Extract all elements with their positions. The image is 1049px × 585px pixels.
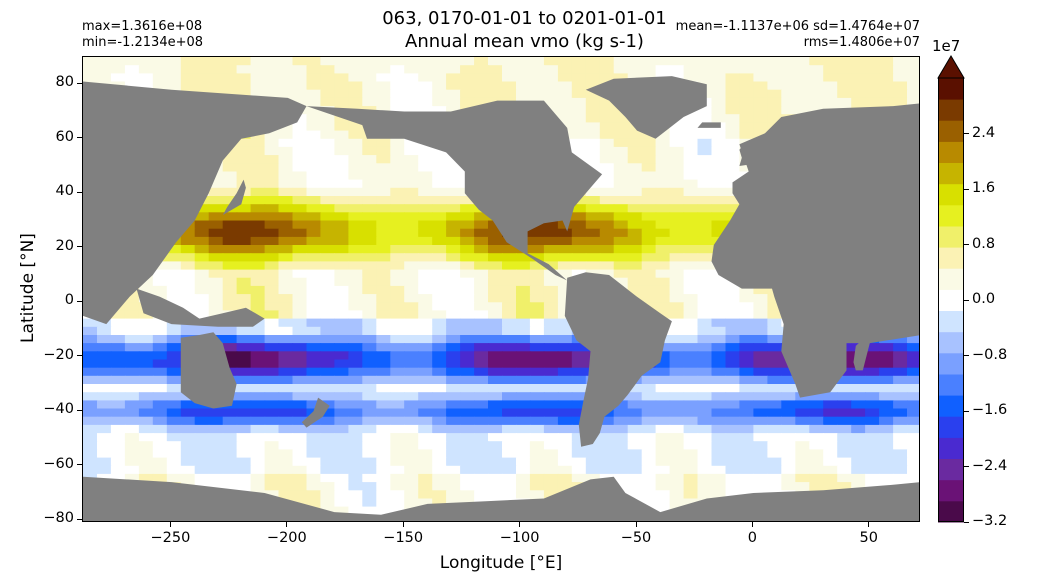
map-plot-area <box>82 56 920 522</box>
colorbar-tick-mark <box>964 133 969 134</box>
x-tick-label: −250 <box>150 530 191 546</box>
colorbar-swatch <box>938 120 964 142</box>
y-tick-mark <box>77 355 82 357</box>
land-africa-eurasia <box>711 103 919 398</box>
y-tick-mark <box>77 518 82 520</box>
colorbar <box>937 55 965 523</box>
land-mask <box>83 76 919 521</box>
y-tick-label: 40 <box>55 183 74 200</box>
colorbar-swatch <box>938 78 964 100</box>
y-tick-mark <box>77 82 82 84</box>
colorbar-swatch <box>938 374 964 396</box>
colorbar-swatch <box>938 437 964 459</box>
y-tick-label: −20 <box>43 346 74 363</box>
y-tick-mark <box>77 191 82 193</box>
colorbar-swatch <box>938 226 964 248</box>
colorbar-tick-label: −3.2 <box>972 513 1008 529</box>
stat-max: max=1.3616e+08 <box>82 19 203 34</box>
x-tick-label: 50 <box>859 530 878 546</box>
stat-rms: rms=1.4806e+07 <box>803 35 920 50</box>
x-tick-label: −150 <box>383 530 424 546</box>
y-axis-label: Latitude [°N] <box>18 233 38 343</box>
colorbar-tick-mark <box>964 188 969 190</box>
land-australia <box>180 332 237 409</box>
x-tick-mark <box>868 522 870 527</box>
colorbar-swatch <box>938 416 964 438</box>
colorbar-swatch <box>938 352 964 375</box>
colorbar-swatch <box>938 458 964 481</box>
x-tick-label: −100 <box>499 530 540 546</box>
land-uk <box>739 144 759 166</box>
land-iceland <box>697 122 721 128</box>
x-tick-label: −200 <box>266 530 307 546</box>
colorbar-tick-mark <box>964 299 969 301</box>
y-tick-mark <box>77 137 82 139</box>
x-tick-label: −50 <box>620 530 652 546</box>
land-north-america <box>306 100 603 281</box>
colorbar-tick-label: 0.8 <box>972 235 996 252</box>
colorbar-extend-arrow <box>937 55 965 79</box>
colorbar-swatch <box>938 141 964 163</box>
y-tick-label: 60 <box>55 128 74 145</box>
stat-mean-sd: mean=-1.1137e+06 sd=1.4764e+07 <box>675 19 920 34</box>
y-tick-label: 0 <box>64 292 74 309</box>
y-tick-mark <box>77 464 82 466</box>
colorbar-tick-label: −1.6 <box>972 402 1008 418</box>
colorbar-tick-label: −0.8 <box>972 346 1008 363</box>
colorbar-swatch <box>938 162 964 185</box>
colorbar-frame <box>938 77 964 522</box>
y-tick-mark <box>77 300 82 302</box>
colorbar-swatch <box>938 479 964 502</box>
x-axis-label: Longitude [°E] <box>439 553 563 573</box>
land-asia <box>83 81 307 325</box>
x-tick-mark <box>519 522 521 527</box>
colorbar-tick-label: 2.4 <box>972 124 996 141</box>
colorbar-exponent: 1e7 <box>932 37 961 55</box>
colorbar-tick-label: 0.0 <box>972 291 996 307</box>
colorbar-tick-mark <box>964 410 969 412</box>
stat-min: min=-1.2134e+08 <box>82 35 204 50</box>
colorbar-tick-mark <box>964 244 969 245</box>
colorbar-swatch <box>938 183 964 206</box>
colorbar-tick-mark <box>964 521 969 523</box>
x-tick-mark <box>169 522 171 527</box>
colorbar-tick-label: −2.4 <box>972 457 1008 474</box>
colorbar-swatch <box>938 310 964 333</box>
land-indonesia <box>136 288 265 327</box>
colorbar-tick-label: 1.6 <box>972 180 996 196</box>
colorbar-swatch <box>938 500 964 523</box>
y-tick-label: −80 <box>43 510 74 527</box>
colorbar-swatch <box>938 289 964 311</box>
colorbar-tick-mark <box>964 466 969 467</box>
x-tick-mark <box>286 522 288 527</box>
colorbar-tick-mark <box>964 355 969 356</box>
colorbar-swatch <box>938 204 964 227</box>
y-tick-mark <box>77 409 82 411</box>
y-tick-label: 20 <box>55 237 74 254</box>
y-tick-label: −40 <box>43 401 74 418</box>
land-japan <box>222 179 246 216</box>
land-new-zealand <box>301 397 330 428</box>
land-antarctica <box>83 476 919 521</box>
y-tick-label: 80 <box>55 74 74 91</box>
colorbar-swatch <box>938 99 964 121</box>
land-madagascar <box>853 335 870 371</box>
x-tick-mark <box>635 522 637 527</box>
y-tick-label: −60 <box>43 455 74 472</box>
land-greenland <box>585 76 707 139</box>
map-canvas <box>83 57 919 521</box>
x-tick-label: 0 <box>747 530 757 546</box>
figure-title-line1: 063, 0170-01-01 to 0201-01-01 <box>382 8 667 29</box>
colorbar-swatch <box>938 247 964 269</box>
x-tick-mark <box>751 522 753 527</box>
land-south-america <box>564 272 672 447</box>
figure-title-line2: Annual mean vmo (kg s-1) <box>405 31 644 52</box>
colorbar-swatch <box>938 331 964 354</box>
x-tick-mark <box>402 522 404 527</box>
colorbar-swatch <box>938 395 964 417</box>
colorbar-swatch <box>938 268 964 290</box>
y-tick-mark <box>77 246 82 248</box>
